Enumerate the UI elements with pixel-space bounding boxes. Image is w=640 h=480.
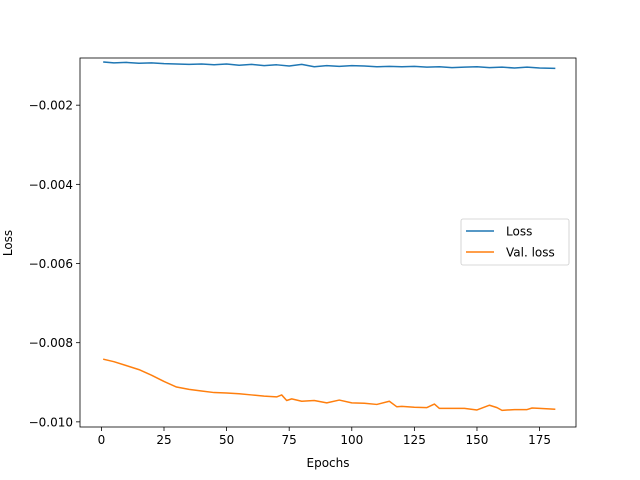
plot-frame: [79, 57, 577, 428]
x-axis-label: Epochs: [307, 456, 350, 470]
plot-lines: [103, 61, 556, 412]
series-line-loss: [103, 61, 556, 70]
x-tick-label: 100: [340, 433, 363, 447]
legend: Loss Val. loss: [460, 218, 570, 266]
y-axis: −0.010 −0.008 −0.006 −0.004 −0.002: [29, 99, 80, 429]
series-line-val-loss: [103, 358, 556, 412]
x-tick-label: 150: [466, 433, 489, 447]
y-axis-label: Loss: [1, 230, 15, 256]
y-tick-label: −0.010: [29, 415, 73, 429]
x-tick-label: 75: [282, 433, 297, 447]
x-tick-label: 25: [156, 433, 171, 447]
x-tick-label: 0: [98, 433, 106, 447]
y-tick-label: −0.008: [29, 336, 73, 350]
y-tick-label: −0.004: [29, 178, 73, 192]
legend-label-loss: Loss: [506, 225, 532, 239]
x-tick-label: 175: [528, 433, 551, 447]
y-tick-label: −0.006: [29, 257, 73, 271]
x-axis: 0 25 50 75 100 125 150 175: [98, 427, 551, 447]
y-tick-label: −0.002: [29, 99, 73, 113]
x-tick-label: 50: [219, 433, 234, 447]
x-tick-label: 125: [403, 433, 426, 447]
legend-label-val-loss: Val. loss: [506, 246, 555, 260]
